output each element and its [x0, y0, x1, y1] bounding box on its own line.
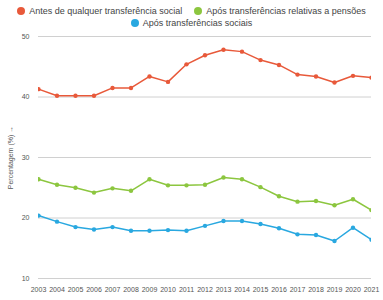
svg-text:2013: 2013 — [216, 286, 232, 293]
html-text:Após transferências relativas: Após transferências relativas a pensões — [206, 6, 366, 16]
svg-text:10: 10 — [22, 275, 30, 282]
svg-text:2016: 2016 — [271, 286, 287, 293]
svg-text:2003: 2003 — [31, 286, 47, 293]
svg-text:2021: 2021 — [364, 286, 380, 293]
svg-text:Percentagem (%) →: Percentagem (%) → — [7, 126, 15, 189]
svg-text:2020: 2020 — [345, 286, 361, 293]
svg-text:2009: 2009 — [142, 286, 158, 293]
svg-text:2007: 2007 — [105, 286, 121, 293]
svg-text:40: 40 — [22, 93, 30, 100]
svg-text:2017: 2017 — [290, 286, 306, 293]
svg-text:30: 30 — [22, 154, 30, 161]
svg-text:2018: 2018 — [308, 286, 324, 293]
svg-text:2004: 2004 — [49, 286, 65, 293]
html-text:Antes de qualquer transferênci: Antes de qualquer transferência social — [29, 6, 183, 16]
svg-text:50: 50 — [22, 33, 30, 40]
svg-text:2012: 2012 — [197, 286, 213, 293]
svg-text:2015: 2015 — [253, 286, 269, 293]
svg-text:2006: 2006 — [86, 286, 102, 293]
html-text:Após transferências sociais: Após transferências sociais — [142, 18, 253, 28]
svg-text:2010: 2010 — [160, 286, 176, 293]
svg-text:2014: 2014 — [234, 286, 250, 293]
svg-text:2019: 2019 — [327, 286, 343, 293]
svg-text:2011: 2011 — [179, 286, 194, 293]
svg-text:20: 20 — [22, 214, 30, 221]
svg-text:2005: 2005 — [68, 286, 84, 293]
svg-text:2008: 2008 — [123, 286, 139, 293]
